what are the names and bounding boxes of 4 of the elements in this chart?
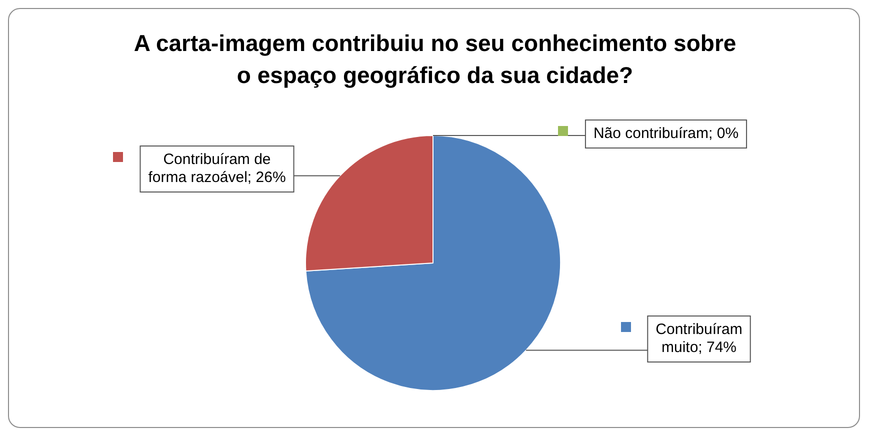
legend-label: Não contribuíram; 0% (593, 125, 739, 142)
legend-label: Contribuíram muito; 74% (656, 321, 742, 356)
chart-title: A carta-imagem contribuiu no seu conhecimento sobre o espaço geográfico da sua cidade? (132, 29, 738, 90)
slice-label: Contribuíram de forma razoável; 26% (148, 151, 286, 186)
